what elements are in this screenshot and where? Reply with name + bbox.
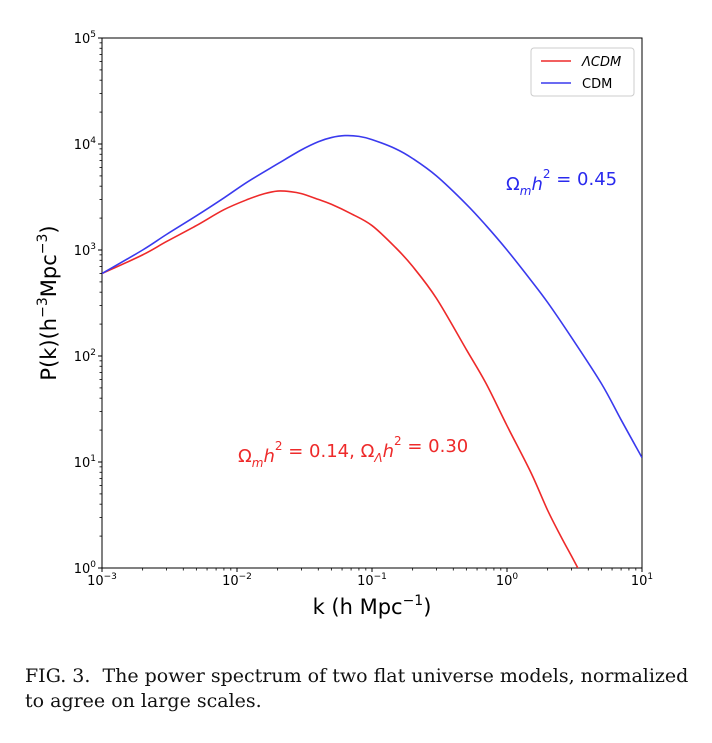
x-tick-label: 10−2 — [222, 572, 252, 589]
y-tick-label: 105 — [74, 30, 96, 47]
x-tick-label: 101 — [631, 572, 653, 589]
plot-frame — [101, 37, 643, 569]
legend: ΛCDM CDM — [530, 47, 635, 97]
legend-label-lcdm: ΛCDM — [581, 55, 621, 70]
caption-text: The power spectrum of two flat universe … — [25, 665, 689, 712]
annotation-cdm: Ωmh2 = 0.45 — [506, 167, 617, 198]
x-tick-label: 10−1 — [357, 572, 387, 589]
y-axis-label: P(k)(h−3Mpc−3) — [35, 225, 61, 380]
caption-label: FIG. 3. — [25, 665, 91, 687]
y-tick-label: 100 — [74, 560, 97, 577]
annotation-lcdm: Ωmh2 = 0.14, ΩΛh2 = 0.30 — [238, 434, 468, 470]
x-tick-label: 10−3 — [87, 572, 117, 589]
x-tick-label: 100 — [496, 572, 519, 589]
x-axis-ticks: 10−3 10−2 10−1 100 101 — [87, 568, 653, 589]
plot-area — [101, 37, 643, 569]
series-line-cdm — [102, 134, 642, 458]
figure-caption: FIG. 3. The power spectrum of two flat u… — [25, 664, 690, 714]
legend-label-cdm: CDM — [582, 77, 612, 92]
y-tick-label: 101 — [74, 454, 96, 471]
y-tick-label: 104 — [74, 136, 97, 153]
y-tick-label: 103 — [74, 242, 96, 259]
x-axis-label: k (h Mpc−1) — [313, 593, 432, 619]
legend-box — [530, 47, 635, 97]
series-line-lcdm — [102, 190, 579, 568]
series-layer — [102, 134, 642, 568]
y-tick-label: 102 — [74, 348, 96, 365]
power-spectrum-chart: 10−3 10−2 10−1 100 101 100 101 102 103 104 105 ΛC… — [35, 30, 653, 619]
y-axis-ticks: 100 101 102 103 104 105 — [74, 30, 102, 577]
